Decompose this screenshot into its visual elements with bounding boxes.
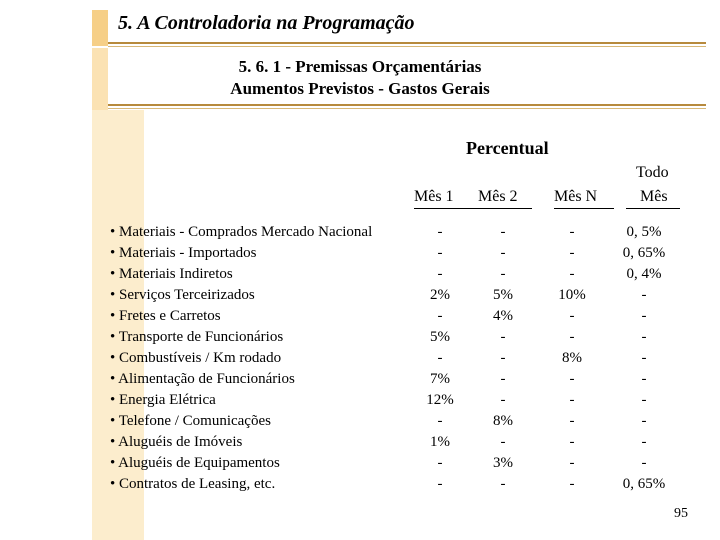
subtitle-line-2: Aumentos Previstos - Gastos Gerais [230, 79, 489, 98]
table-row: • Energia Elétrica12%--- [110, 390, 710, 411]
row-label: • Materiais Indiretos [110, 264, 410, 285]
cell-mes2: - [470, 327, 536, 348]
table-row: • Combustíveis / Km rodado--8%- [110, 348, 710, 369]
cell-mesn: - [536, 264, 608, 285]
cell-mesn: 8% [536, 348, 608, 369]
cell-mes2: - [470, 222, 536, 243]
cell-mes1: 5% [410, 327, 470, 348]
cell-todo-mes: - [608, 327, 680, 348]
col-header-mes2: Mês 2 [478, 188, 518, 206]
cell-todo-mes: 0, 65% [608, 243, 680, 264]
col-header-mesn: Mês N [554, 188, 597, 206]
table-row: • Serviços Terceirizados2%5%10%- [110, 285, 710, 306]
cell-mesn: - [536, 432, 608, 453]
cell-mes2: 4% [470, 306, 536, 327]
cell-todo-mes: 0, 65% [608, 474, 680, 495]
cell-mesn: - [536, 306, 608, 327]
table-row: • Materiais Indiretos---0, 4% [110, 264, 710, 285]
cell-mes1: - [410, 474, 470, 495]
cell-mesn: - [536, 222, 608, 243]
cell-mes2: - [470, 474, 536, 495]
slide-title: 5. A Controladoria na Programação [118, 12, 415, 35]
cell-todo-mes: - [608, 453, 680, 474]
cell-mes1: 7% [410, 369, 470, 390]
col-header-todo-2: Mês [640, 188, 668, 206]
cell-mes1: - [410, 222, 470, 243]
cell-mes2: - [470, 348, 536, 369]
cell-todo-mes: - [608, 306, 680, 327]
table-row: • Telefone / Comunicações-8%-- [110, 411, 710, 432]
cell-mes2: - [470, 264, 536, 285]
row-label: • Serviços Terceirizados [110, 285, 410, 306]
table-row: • Transporte de Funcionários5%--- [110, 327, 710, 348]
cell-mesn: - [536, 474, 608, 495]
table-body: • Materiais - Comprados Mercado Nacional… [110, 222, 710, 495]
cell-mesn: 10% [536, 285, 608, 306]
cell-todo-mes: 0, 4% [608, 264, 680, 285]
subtitle-rule-thin [108, 108, 706, 109]
page-number: 95 [674, 506, 688, 522]
table-row: • Alimentação de Funcionários7%--- [110, 369, 710, 390]
row-label: • Alimentação de Funcionários [110, 369, 410, 390]
row-label: • Materiais - Comprados Mercado Nacional [110, 222, 410, 243]
cell-mes2: 5% [470, 285, 536, 306]
cell-mes2: - [470, 369, 536, 390]
header-underline-2 [554, 208, 614, 209]
cell-mes1: - [410, 306, 470, 327]
cell-mes1: - [410, 348, 470, 369]
cell-todo-mes: - [608, 348, 680, 369]
cell-mes2: 8% [470, 411, 536, 432]
cell-mes2: - [470, 432, 536, 453]
row-label: • Combustíveis / Km rodado [110, 348, 410, 369]
cell-mes1: 2% [410, 285, 470, 306]
col-header-todo-1: Todo [636, 164, 669, 182]
row-label: • Aluguéis de Equipamentos [110, 453, 410, 474]
cell-mesn: - [536, 327, 608, 348]
cell-todo-mes: - [608, 411, 680, 432]
col-header-mes1: Mês 1 [414, 188, 454, 206]
cell-mesn: - [536, 369, 608, 390]
table-row: • Materiais - Comprados Mercado Nacional… [110, 222, 710, 243]
cell-mes1: - [410, 453, 470, 474]
row-label: • Materiais - Importados [110, 243, 410, 264]
subtitle-line-1: 5. 6. 1 - Premissas Orçamentárias [239, 57, 482, 76]
table-row: • Aluguéis de Imóveis1%--- [110, 432, 710, 453]
row-label: • Aluguéis de Imóveis [110, 432, 410, 453]
cell-todo-mes: - [608, 390, 680, 411]
subtitle-rule [108, 104, 706, 106]
cell-mesn: - [536, 243, 608, 264]
title-rule [108, 42, 706, 44]
cell-todo-mes: - [608, 285, 680, 306]
row-label: • Contratos de Leasing, etc. [110, 474, 410, 495]
cell-mes1: - [410, 243, 470, 264]
cell-todo-mes: 0, 5% [608, 222, 680, 243]
title-rule-thin [108, 46, 706, 47]
table-super-header: Percentual [466, 138, 549, 159]
slide-subtitle: 5. 6. 1 - Premissas Orçamentárias Aument… [0, 56, 720, 100]
header-underline-3 [626, 208, 680, 209]
cell-todo-mes: - [608, 432, 680, 453]
cell-todo-mes: - [608, 369, 680, 390]
cell-mesn: - [536, 411, 608, 432]
row-label: • Fretes e Carretos [110, 306, 410, 327]
header-underline-1 [414, 208, 532, 209]
cell-mes1: - [410, 264, 470, 285]
table-row: • Aluguéis de Equipamentos-3%-- [110, 453, 710, 474]
cell-mesn: - [536, 453, 608, 474]
cell-mes1: 12% [410, 390, 470, 411]
decor-bar-1 [92, 10, 108, 46]
cell-mes1: - [410, 411, 470, 432]
cell-mes2: - [470, 390, 536, 411]
row-label: • Energia Elétrica [110, 390, 410, 411]
cell-mesn: - [536, 390, 608, 411]
table-row: • Contratos de Leasing, etc.---0, 65% [110, 474, 710, 495]
cell-mes2: - [470, 243, 536, 264]
row-label: • Transporte de Funcionários [110, 327, 410, 348]
cell-mes2: 3% [470, 453, 536, 474]
cell-mes1: 1% [410, 432, 470, 453]
row-label: • Telefone / Comunicações [110, 411, 410, 432]
table-row: • Fretes e Carretos-4%-- [110, 306, 710, 327]
table-row: • Materiais - Importados---0, 65% [110, 243, 710, 264]
